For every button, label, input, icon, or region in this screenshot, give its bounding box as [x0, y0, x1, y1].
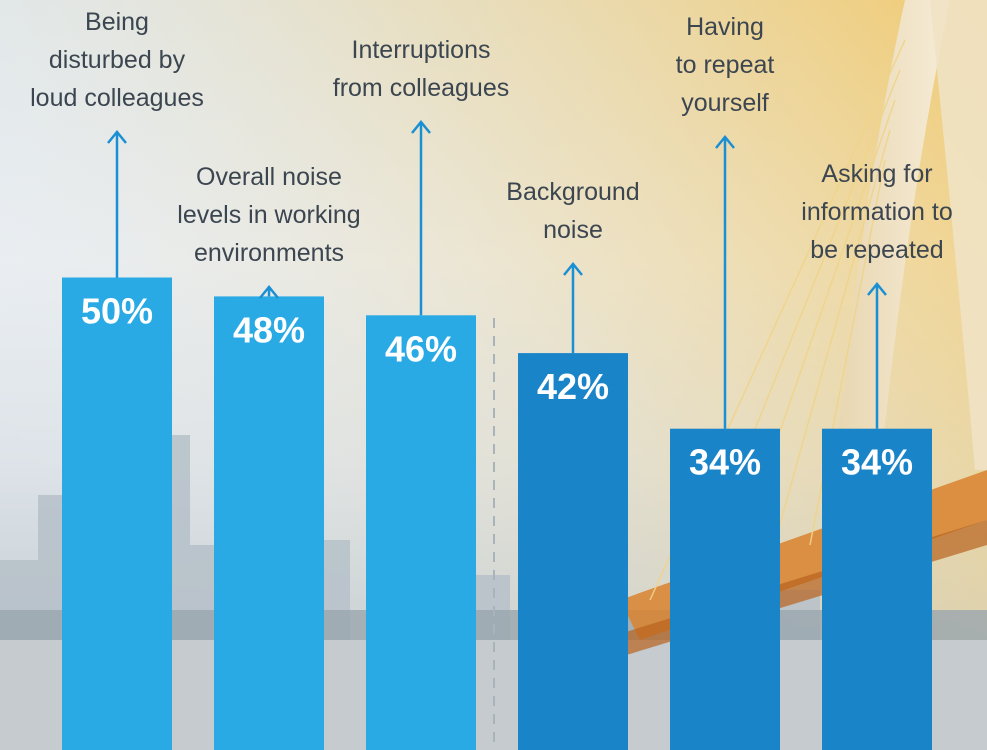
category-label-2-line-1: Overall noise	[196, 163, 342, 191]
arrow-head-2	[259, 285, 279, 299]
value-label-5: 34%	[689, 442, 761, 483]
bar-1	[62, 277, 172, 750]
bar-6	[822, 428, 932, 750]
bar-3	[366, 315, 476, 750]
arrow-head-6	[867, 282, 887, 296]
category-label-4-line-1: Background	[506, 178, 639, 206]
value-label-2: 48%	[233, 309, 305, 350]
category-label-5-line-2: to repeat	[676, 51, 775, 79]
category-label-1-line-1: Being	[85, 8, 149, 36]
category-label-6-line-3: be repeated	[810, 236, 943, 264]
category-label-2-line-2: levels in working	[177, 201, 360, 229]
arrow-head-4	[563, 262, 583, 276]
value-label-1: 50%	[81, 291, 153, 332]
category-label-3-line-1: Interruptions	[352, 36, 491, 64]
category-label-4-line-2: noise	[543, 216, 603, 244]
category-label-6-line-2: information to	[801, 198, 952, 226]
category-label-5-line-1: Having	[686, 13, 764, 41]
bar-2	[214, 296, 324, 750]
category-label-2-line-3: environments	[194, 239, 344, 267]
arrow-head-5	[715, 135, 735, 149]
category-label-3-line-2: from colleagues	[333, 74, 509, 102]
value-label-3: 46%	[385, 328, 457, 369]
category-label-1-line-3: loud colleagues	[30, 84, 204, 112]
arrow-head-1	[107, 130, 127, 144]
value-label-4: 42%	[537, 366, 609, 407]
value-label-6: 34%	[841, 442, 913, 483]
category-label-1-line-2: disturbed by	[49, 46, 186, 74]
arrow-head-3	[411, 120, 431, 134]
category-label-5-line-3: yourself	[681, 89, 769, 117]
category-label-6-line-1: Asking for	[821, 160, 932, 188]
bar-4	[518, 353, 628, 750]
bar-5	[670, 428, 780, 750]
